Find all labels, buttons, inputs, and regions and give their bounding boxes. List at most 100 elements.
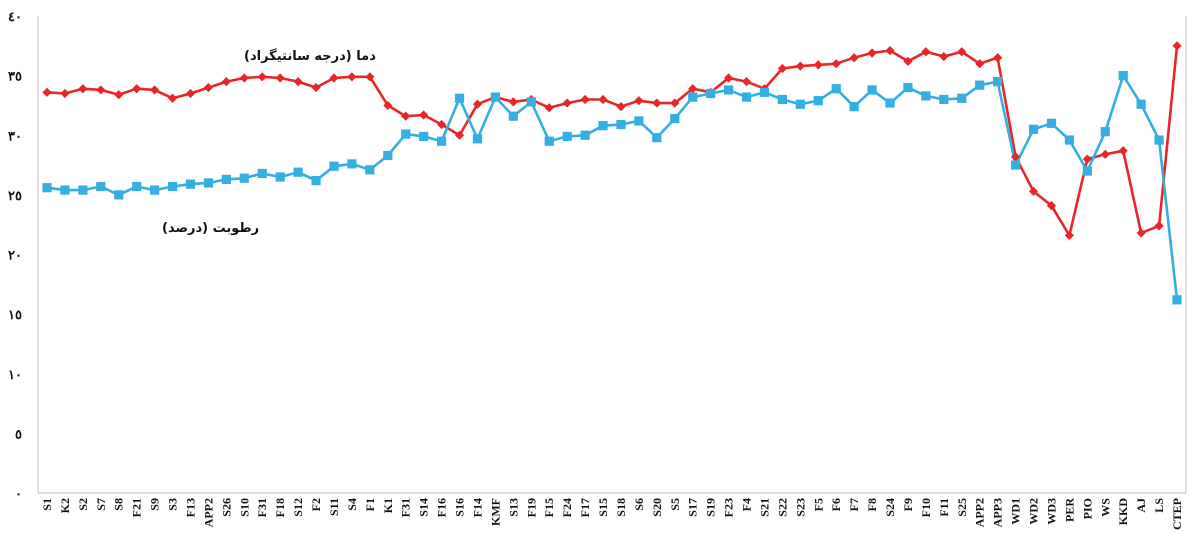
humidity-point [688,92,698,102]
x-tick-label: AJ [1134,498,1148,513]
series-markers [42,41,1182,305]
x-tick-label: LS [1152,498,1166,513]
x-tick-label: F17 [578,498,592,517]
x-tick-label: APP3 [991,498,1005,527]
temperature-point [167,93,178,103]
x-tick-label: S10 [237,498,251,517]
temperature-point [347,72,357,82]
x-tick-label: F7 [847,498,861,511]
temperature-point [1064,230,1074,241]
humidity-point [885,98,895,108]
temperature-point [1100,149,1110,159]
series-line-humidity [46,74,1179,300]
x-tick-label: S22 [775,498,789,517]
x-tick-label: S8 [112,498,126,511]
temperature-point [741,76,752,87]
x-tick-label: S18 [614,498,628,517]
temperature-point [454,130,465,140]
humidity-point [508,111,518,121]
humidity-point [401,129,411,139]
temperature-point [419,110,429,120]
x-tick-label: S13 [506,498,520,517]
humidity-point [706,88,716,99]
y-tick-label: ٣٥ [8,69,22,84]
humidity-point [526,97,536,107]
x-tick-label: S19 [704,498,718,517]
temperature-point [1010,152,1021,162]
temperature-point [580,94,590,105]
x-tick-label: F21 [130,498,144,517]
x-tick-label: WD1 [1009,498,1023,525]
humidity-point [975,80,985,90]
humidity-point [849,102,859,112]
x-tick-label: K1 [381,498,395,513]
x-tick-label: KKD [1116,498,1130,526]
humidity-point [78,185,88,195]
x-tick-label: S9 [148,498,162,511]
x-tick-label: S1 [40,498,54,511]
x-tick-label: F16 [435,498,449,517]
humidity-point [42,183,52,193]
x-tick-label: S14 [417,498,431,517]
series-lines [46,45,1179,300]
humidity-point [293,167,303,177]
temperature-point [472,99,483,109]
temperature-point [42,87,52,97]
humidity-point [777,94,787,105]
humidity-point [60,185,70,195]
humidity-point [957,93,967,103]
y-tick-label: ٠ [15,486,22,501]
x-tick-label: S23 [793,498,807,517]
x-tick-label: S4 [345,498,359,511]
x-tick-label: F24 [560,498,574,517]
humidity-point [239,173,249,183]
humidity-point [96,181,106,192]
humidity-point [831,84,841,94]
humidity-point [221,174,231,184]
x-tick-label: F15 [542,498,556,517]
temperature-point [257,72,267,82]
x-tick-label: F5 [811,498,825,511]
temperature-point [329,73,339,83]
humidity-point [454,93,465,103]
temperature-point [795,61,805,71]
humidity-point [723,85,734,95]
temperature-point [401,111,411,121]
temperature-point [723,73,734,83]
temperature-point [150,85,160,95]
x-tick-label: F18 [273,498,287,517]
temperature-point [634,96,644,106]
x-tick-label: WS [1098,498,1112,517]
x-tick-label: APP2 [201,498,215,527]
x-tick-label: S24 [883,498,897,517]
humidity-point [993,76,1003,87]
humidity-point [580,130,590,140]
temperature-point [508,97,518,107]
humidity-point [1082,166,1092,176]
x-tick-label: F31 [399,498,413,517]
temperature-point [437,119,447,130]
humidity-point [185,179,196,189]
temperature-point [1082,154,1092,164]
x-tick-label: S25 [955,498,969,517]
temperature-point [221,76,231,87]
temperature-point [670,98,680,108]
y-tick-label: ١٠ [8,367,22,382]
humidity-point [903,82,913,93]
x-tick-label: S16 [453,498,467,517]
humidity-point [347,159,357,169]
y-tick-label: ٢٠ [8,248,22,263]
x-tick-label: F9 [901,498,915,511]
temperature-point [1046,201,1057,211]
humidity-point [1172,295,1182,305]
series-label-humidity: رطوبت (درصد) [162,221,259,236]
humidity-point [419,131,429,142]
temperature-point [203,82,214,93]
humidity-point [1154,135,1164,145]
humidity-point [795,99,805,109]
x-tick-label: S11 [327,498,341,516]
humidity-point [275,172,285,182]
humidity-point [167,181,178,192]
x-tick-label: F23 [722,498,736,517]
